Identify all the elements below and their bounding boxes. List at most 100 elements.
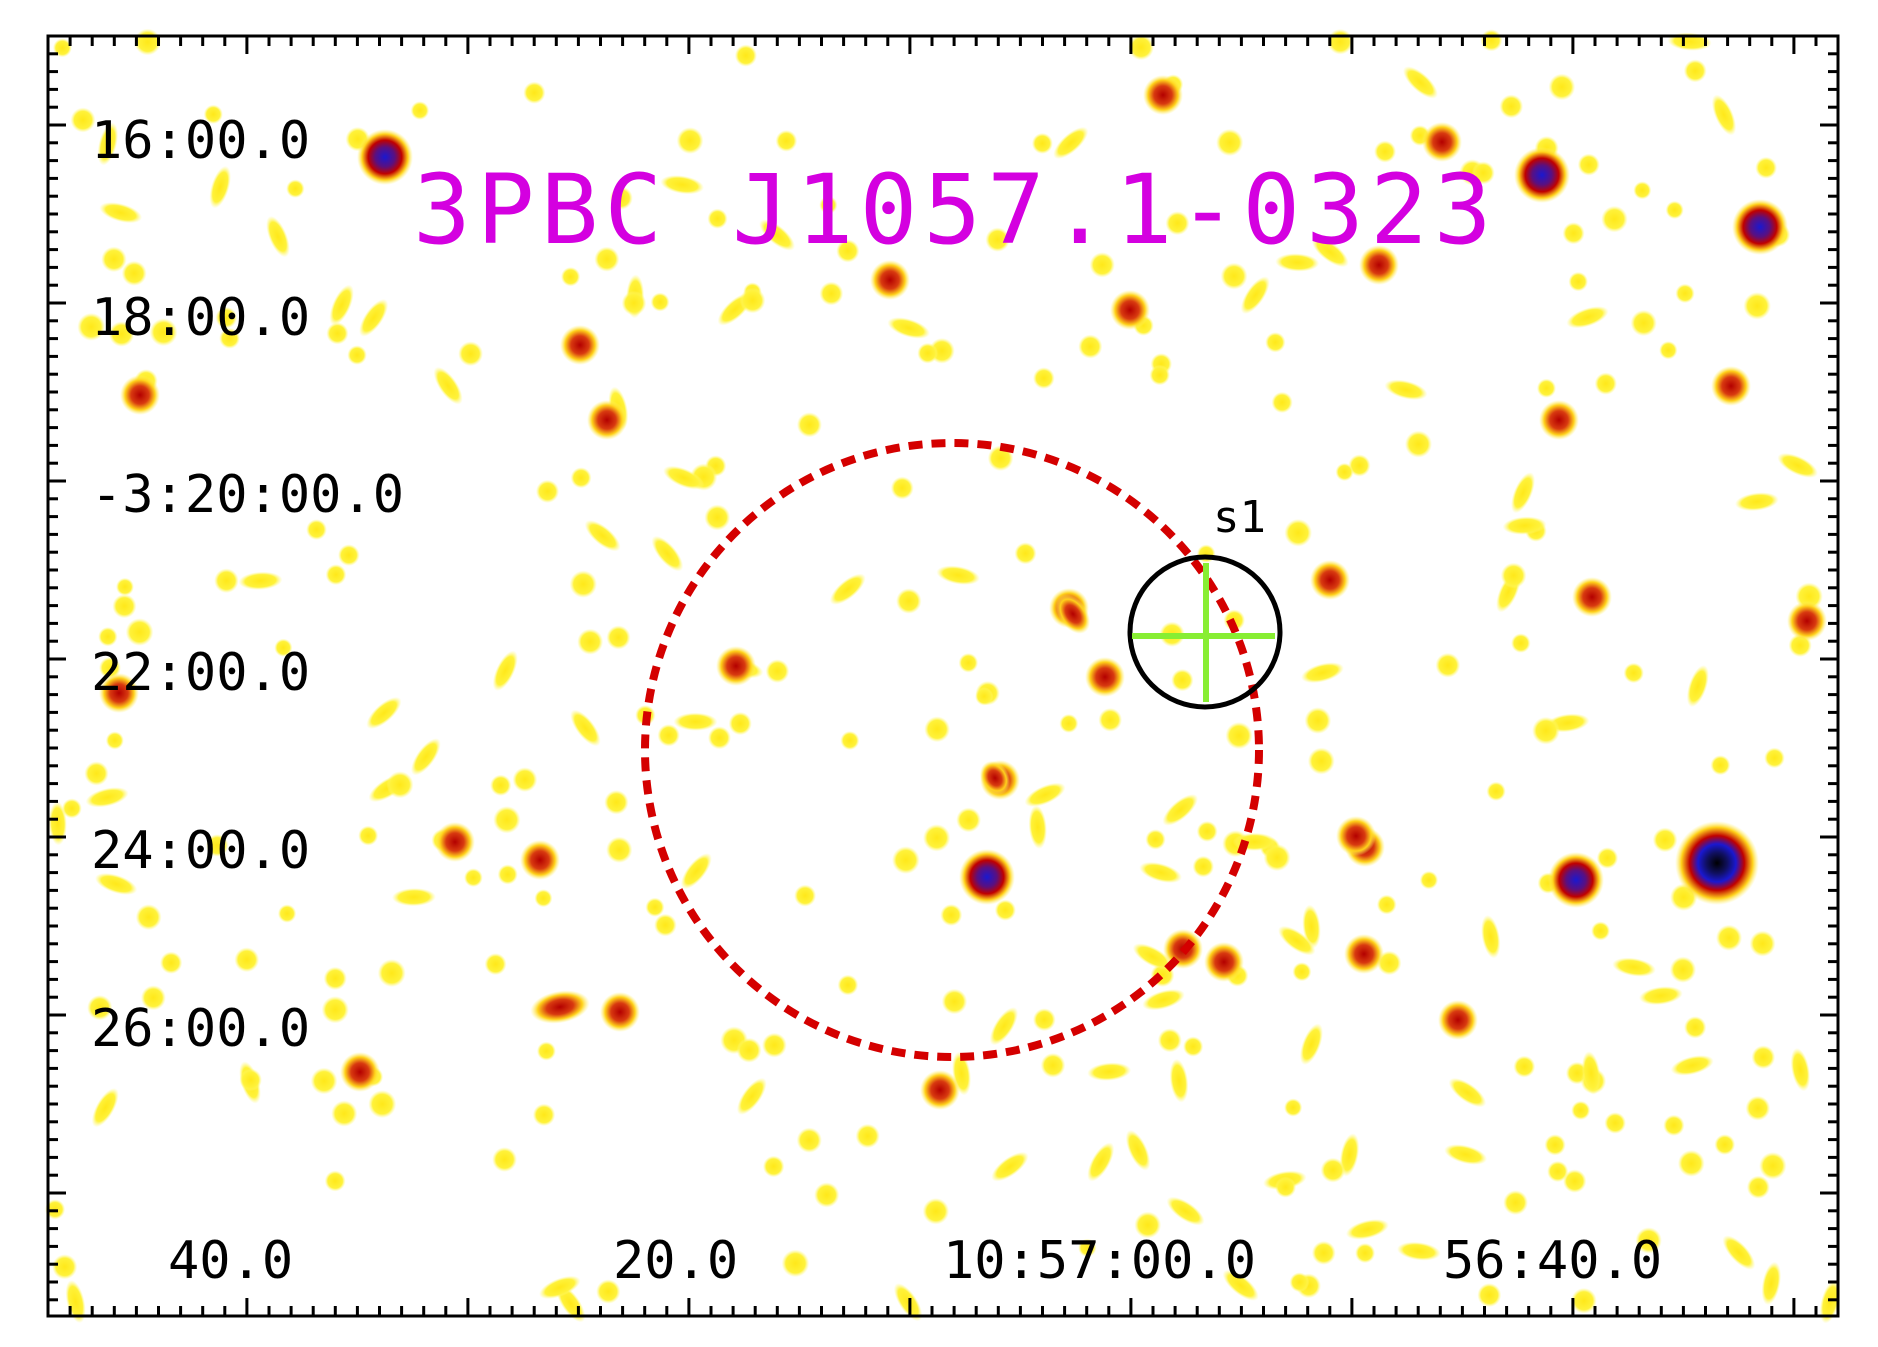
- faint-source: [1536, 378, 1557, 398]
- faint-source: [707, 726, 731, 750]
- faint-source: [1511, 472, 1536, 514]
- medium-source: [1110, 290, 1150, 330]
- faint-source: [736, 1037, 762, 1063]
- faint-source: [112, 594, 137, 619]
- faint-source: [604, 790, 629, 815]
- medium-source: [1572, 577, 1612, 617]
- faint-source: [1345, 1219, 1389, 1240]
- faint-source: [1513, 1055, 1536, 1078]
- faint-source: [1612, 957, 1656, 977]
- faint-source: [1098, 708, 1123, 732]
- faint-source: [347, 345, 367, 365]
- faint-source: [794, 884, 817, 907]
- ra-label-57-00: 10:57:00.0: [943, 1231, 1256, 1291]
- faint-source: [596, 1279, 621, 1304]
- faint-source: [1134, 1211, 1162, 1239]
- faint-source: [1376, 894, 1397, 915]
- faint-source: [762, 1032, 787, 1058]
- faint-source: [893, 1283, 923, 1322]
- faint-source: [1562, 222, 1585, 245]
- faint-source: [99, 202, 143, 224]
- ra-label-20: 20.0: [613, 1231, 738, 1291]
- medium-source: [716, 646, 756, 686]
- faint-source: [923, 824, 951, 852]
- faint-source: [704, 504, 731, 531]
- faint-source: [512, 767, 538, 793]
- faint-source: [829, 573, 866, 605]
- dec-label-20: -3:20:00.0: [91, 465, 404, 525]
- faint-source: [1132, 943, 1173, 970]
- faint-source: [975, 687, 994, 706]
- faint-source: [331, 1100, 358, 1127]
- medium-source: [1204, 942, 1244, 982]
- faint-source: [1274, 1176, 1297, 1198]
- faint-source: [1571, 1100, 1591, 1120]
- faint-source: [1165, 211, 1190, 236]
- faint-source: [1149, 364, 1170, 386]
- faint-source: [286, 179, 305, 198]
- faint-source: [577, 628, 604, 655]
- faint-source: [796, 412, 822, 438]
- faint-source: [606, 836, 633, 863]
- faint-source: [1481, 915, 1501, 959]
- faint-source: [1053, 126, 1089, 159]
- faint-source: [1145, 829, 1166, 850]
- faint-source: [105, 731, 124, 750]
- faint-source: [994, 899, 1016, 921]
- medium-source: [979, 760, 1011, 796]
- faint-source: [956, 807, 982, 833]
- faint-source: [958, 653, 979, 673]
- faint-source: [1548, 73, 1576, 101]
- faint-source: [48, 801, 67, 846]
- dec-label-18: 18:00.0: [91, 288, 310, 348]
- faint-source: [1374, 140, 1397, 163]
- faint-source: [274, 638, 293, 657]
- image-title: 3PBC J1057.1-0323: [413, 154, 1498, 266]
- faint-source: [654, 913, 677, 937]
- faint-source: [1532, 716, 1560, 745]
- faint-source: [707, 208, 728, 229]
- faint-source: [1759, 1152, 1787, 1180]
- faint-source: [1216, 128, 1244, 157]
- faint-source: [1087, 1142, 1115, 1182]
- medium-source: [530, 990, 590, 1024]
- faint-source: [940, 904, 963, 927]
- medium-source: [1787, 601, 1827, 641]
- faint-source: [1677, 1149, 1705, 1177]
- faint-source: [922, 1198, 950, 1225]
- faint-source: [1669, 956, 1697, 983]
- medium-source: [1336, 816, 1376, 856]
- faint-source: [464, 868, 483, 888]
- medium-source: [1539, 400, 1579, 440]
- faint-source: [728, 711, 752, 736]
- faint-source: [203, 104, 223, 124]
- error-circle: [641, 439, 1263, 1061]
- faint-source: [1596, 847, 1619, 869]
- faint-source: [736, 1077, 767, 1115]
- faint-source: [497, 864, 518, 885]
- faint-source: [1033, 367, 1055, 390]
- source-layer: [45, 28, 1841, 1324]
- faint-source: [234, 947, 260, 973]
- medium-source: [1143, 75, 1183, 115]
- faint-source: [386, 771, 414, 799]
- bright-source: [357, 129, 413, 185]
- faint-source: [660, 175, 705, 195]
- faint-source: [87, 995, 113, 1021]
- faint-source: [1014, 542, 1037, 565]
- faint-source: [569, 570, 597, 598]
- faint-source: [657, 724, 680, 747]
- faint-source: [239, 1068, 262, 1092]
- dec-label-16: 16:00.0: [91, 111, 310, 171]
- faint-source: [1275, 253, 1320, 272]
- medium-source: [120, 375, 160, 415]
- faint-source: [1734, 492, 1779, 512]
- faint-source: [814, 1182, 840, 1208]
- faint-source: [1271, 391, 1293, 414]
- faint-source: [1777, 453, 1818, 478]
- faint-source: [1278, 925, 1316, 956]
- faint-source: [1284, 518, 1313, 547]
- faint-source: [1471, 161, 1495, 185]
- medium-source: [587, 400, 627, 440]
